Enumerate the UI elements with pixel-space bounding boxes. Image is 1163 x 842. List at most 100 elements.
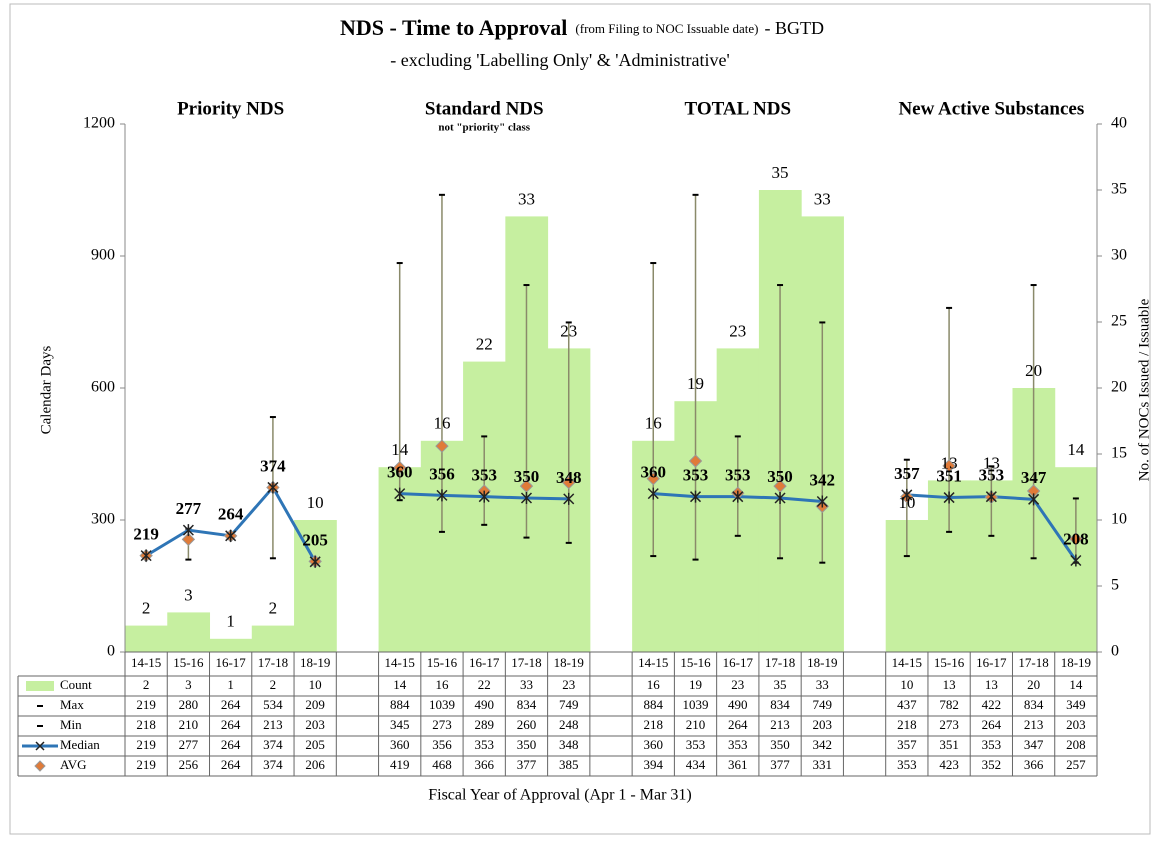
legend-label: Min	[60, 717, 82, 732]
table-value: 273	[939, 717, 959, 732]
x-tick-label: 16-17	[723, 655, 754, 670]
table-value: 219	[136, 737, 156, 752]
table-value: 280	[179, 697, 199, 712]
x-tick-label: 15-16	[427, 655, 458, 670]
median-label: 353	[979, 466, 1005, 485]
x-tick-label: 14-15	[638, 655, 668, 670]
legend-label: Count	[60, 677, 92, 692]
table-value: 208	[1066, 737, 1086, 752]
count-label: 16	[645, 414, 662, 433]
y-tick-label: 1200	[83, 115, 115, 132]
table-value: 264	[221, 697, 241, 712]
table-value: 219	[136, 697, 156, 712]
median-label: 342	[810, 470, 836, 489]
table-value: 203	[1066, 717, 1086, 732]
x-tick-label: 18-19	[554, 655, 584, 670]
count-label: 2	[269, 599, 278, 618]
table-value: 884	[390, 697, 410, 712]
table-value: 434	[686, 757, 706, 772]
subtitle: - excluding 'Labelling Only' & 'Administ…	[390, 50, 729, 70]
table-value: 264	[221, 717, 241, 732]
table-value: 490	[474, 697, 494, 712]
y-axis-label: Calendar Days	[38, 345, 54, 434]
table-value: 749	[559, 697, 579, 712]
table-value: 782	[939, 697, 959, 712]
table-value: 264	[982, 717, 1002, 732]
table-value: 35	[774, 677, 787, 692]
table-value: 2	[143, 677, 150, 692]
median-marker	[816, 495, 828, 508]
table-value: 210	[686, 717, 706, 732]
median-label: 208	[1063, 529, 1089, 548]
table-value: 347	[1024, 737, 1044, 752]
table-value: 13	[943, 677, 956, 692]
table-value: 264	[221, 737, 241, 752]
count-label: 35	[772, 163, 789, 182]
table-value: 377	[517, 757, 537, 772]
table-value: 331	[813, 757, 833, 772]
table-value: 203	[813, 717, 833, 732]
table-value: 16	[647, 677, 661, 692]
table-value: 19	[689, 677, 702, 692]
median-marker	[309, 555, 321, 568]
median-marker	[140, 549, 152, 562]
table-value: 20	[1027, 677, 1040, 692]
chart-border	[9, 3, 1151, 835]
count-bar	[167, 612, 211, 652]
y2-tick-label: 15	[1111, 445, 1127, 462]
table-value: 277	[179, 737, 199, 752]
median-marker	[563, 492, 575, 505]
table-value: 834	[1024, 697, 1044, 712]
table-value: 345	[390, 717, 410, 732]
table-value: 348	[559, 737, 579, 752]
avg-marker	[688, 454, 703, 468]
table-value: 360	[390, 737, 410, 752]
median-label: 264	[218, 505, 244, 524]
table-value: 13	[985, 677, 998, 692]
table-value: 264	[728, 717, 748, 732]
table-value: 16	[435, 677, 449, 692]
x-tick-label: 14-15	[892, 655, 922, 670]
count-label: 23	[729, 321, 746, 340]
group-label: Priority NDS	[177, 98, 284, 119]
table-value: 377	[770, 757, 790, 772]
avg-marker	[646, 471, 660, 486]
table-value: 203	[305, 717, 325, 732]
title-suffix: - BGTD	[764, 18, 824, 38]
legend-swatch	[35, 741, 45, 751]
count-label: 3	[184, 585, 193, 604]
table-value: 361	[728, 757, 748, 772]
count-label: 13	[983, 453, 1000, 472]
x-tick-label: 16-17	[976, 655, 1007, 670]
table-value: 385	[559, 757, 579, 772]
count-label: 10	[898, 493, 915, 512]
avg-marker	[181, 532, 196, 547]
y2-tick-label: 20	[1111, 379, 1127, 396]
table-value: 468	[432, 757, 452, 772]
table-value: 213	[263, 717, 283, 732]
legend-swatch	[26, 681, 54, 691]
table-value: 374	[263, 737, 283, 752]
x-axis-label: Fiscal Year of Approval (Apr 1 - Mar 31)	[428, 787, 692, 804]
table-value: 248	[559, 717, 579, 732]
median-label: 360	[641, 463, 667, 482]
median-marker	[394, 487, 406, 500]
median-label: 356	[429, 464, 455, 483]
table-value: 490	[728, 697, 748, 712]
median-marker	[225, 529, 237, 542]
y2-axis-label: No. of NOCs Issued / Issuable	[1136, 298, 1152, 481]
legend-swatch	[34, 760, 46, 772]
count-bar	[209, 638, 253, 652]
x-tick-label: 16-17	[215, 655, 246, 670]
count-label: 19	[687, 374, 704, 393]
table-value: 394	[644, 757, 664, 772]
table-value: 834	[770, 697, 790, 712]
median-label: 357	[894, 464, 920, 483]
median-label: 347	[1021, 468, 1047, 487]
count-label: 2	[142, 599, 151, 618]
table-value: 350	[517, 737, 537, 752]
median-label: 353	[471, 466, 497, 485]
median-marker	[732, 490, 744, 503]
count-label: 1	[226, 612, 235, 631]
